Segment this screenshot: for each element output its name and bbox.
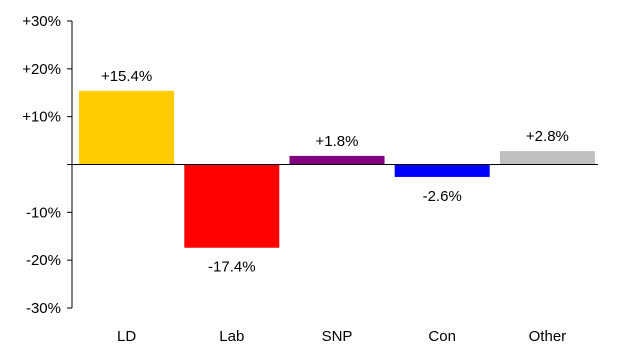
data-label-lab: -17.4%: [208, 259, 256, 276]
category-label-other: Other: [529, 328, 567, 345]
category-label-ld: LD: [117, 328, 136, 345]
y-tick-label: +30%: [22, 13, 61, 30]
data-label-con: -2.6%: [423, 188, 462, 205]
data-label-snp: +1.8%: [316, 133, 359, 150]
data-labels: +15.4% -17.4% +1.8% -2.6% +2.8%: [101, 68, 569, 276]
y-tick-label: +10%: [22, 109, 61, 126]
data-label-other: +2.8%: [526, 128, 569, 145]
category-label-con: Con: [428, 328, 456, 345]
category-label-lab: Lab: [219, 328, 244, 345]
bar-snp: [289, 155, 385, 165]
y-tick-label: +20%: [22, 61, 61, 78]
y-tick-label: -30%: [26, 300, 61, 317]
bars: [79, 90, 595, 248]
bar-con: [394, 164, 490, 177]
category-labels: LD Lab SNP Con Other: [117, 328, 566, 345]
category-label-snp: SNP: [322, 328, 353, 345]
bar-lab: [184, 164, 280, 248]
bar-ld: [79, 90, 175, 165]
y-tick-label: -10%: [26, 204, 61, 221]
y-tick-label: -20%: [26, 252, 61, 269]
bar-other: [499, 151, 595, 165]
y-axis: +30% +20% +10% -10% -20% -30%: [22, 13, 73, 317]
data-label-ld: +15.4%: [101, 68, 152, 85]
